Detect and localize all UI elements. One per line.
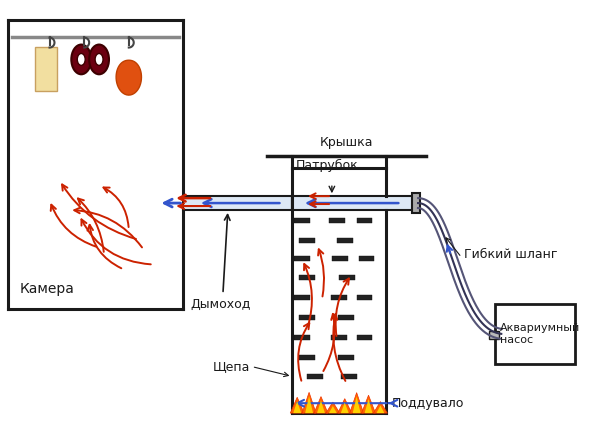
Bar <box>337 238 353 243</box>
Polygon shape <box>350 392 364 413</box>
Text: Гибкий шланг: Гибкий шланг <box>464 248 557 261</box>
Polygon shape <box>314 397 328 413</box>
Polygon shape <box>329 406 337 413</box>
Bar <box>299 238 315 243</box>
Polygon shape <box>290 397 304 413</box>
Bar <box>339 276 355 280</box>
Text: Дымоход: Дымоход <box>190 298 251 311</box>
Polygon shape <box>116 60 142 95</box>
Bar <box>412 193 420 213</box>
Bar <box>329 218 345 223</box>
Polygon shape <box>362 395 376 413</box>
Polygon shape <box>326 402 340 413</box>
Polygon shape <box>305 396 313 413</box>
Bar <box>299 276 315 280</box>
Polygon shape <box>338 399 352 413</box>
Bar <box>341 374 356 379</box>
Bar <box>299 354 315 360</box>
Bar <box>331 295 347 300</box>
Polygon shape <box>373 402 388 413</box>
Text: Поддувало: Поддувало <box>391 397 464 410</box>
Ellipse shape <box>77 54 85 65</box>
Bar <box>338 315 353 320</box>
Bar <box>331 335 347 340</box>
Text: Крышка: Крышка <box>320 135 373 149</box>
Bar <box>490 331 499 339</box>
Ellipse shape <box>71 45 91 74</box>
Polygon shape <box>35 46 58 91</box>
Bar <box>359 256 374 260</box>
Bar <box>299 315 315 320</box>
Polygon shape <box>353 397 361 413</box>
Bar <box>307 374 323 379</box>
Bar <box>294 256 310 260</box>
Bar <box>496 304 575 364</box>
Bar <box>294 218 310 223</box>
Bar <box>292 196 416 210</box>
Polygon shape <box>365 399 373 413</box>
Bar <box>294 295 310 300</box>
Text: Щепа: Щепа <box>213 360 250 373</box>
Bar <box>332 256 348 260</box>
Bar <box>356 335 373 340</box>
Ellipse shape <box>95 54 103 65</box>
Polygon shape <box>317 400 325 413</box>
Bar <box>356 218 373 223</box>
Polygon shape <box>341 403 349 413</box>
Bar <box>183 196 292 210</box>
Bar <box>294 335 310 340</box>
Text: Камера: Камера <box>20 282 74 296</box>
Bar <box>338 354 353 360</box>
Text: Патрубок: Патрубок <box>296 159 358 172</box>
Ellipse shape <box>89 45 109 74</box>
Polygon shape <box>376 406 385 413</box>
Bar <box>356 295 373 300</box>
Text: Аквариумный
насос: Аквариумный насос <box>500 323 581 345</box>
Polygon shape <box>293 401 301 413</box>
Polygon shape <box>302 392 316 413</box>
